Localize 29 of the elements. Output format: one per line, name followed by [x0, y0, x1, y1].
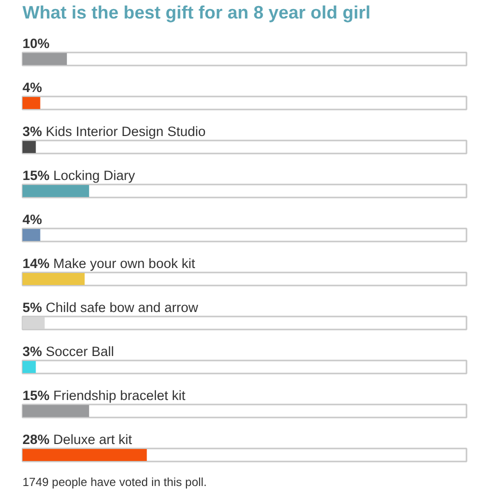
bar: [22, 449, 147, 461]
bar: [22, 317, 45, 329]
bar: [22, 229, 40, 241]
text: 1749 people have voted in this poll.: [22, 476, 207, 489]
bar: [22, 405, 90, 417]
y-tick-label: Soccer Ball: [46, 344, 114, 359]
data-label: 10%: [22, 36, 50, 51]
y-tick-label: Kids Interior Design Studio: [46, 124, 206, 139]
data-label: 5%: [22, 300, 42, 315]
data-label: 4%: [22, 212, 42, 227]
y-tick-label: Friendship bracelet kit: [53, 388, 186, 403]
data-label: 14%: [22, 256, 50, 271]
data-label: 28%: [22, 432, 50, 447]
bar: [22, 141, 36, 153]
chart-title: What is the best gift for an 8 year old girl: [22, 2, 371, 22]
bar: [22, 273, 85, 285]
data-label: 15%: [22, 168, 50, 183]
data-label: 3%: [22, 344, 42, 359]
y-tick-label: Deluxe art kit: [53, 432, 132, 447]
bar: [22, 53, 67, 65]
data-label: 4%: [22, 80, 42, 95]
bar: [22, 361, 36, 373]
bar: [22, 185, 90, 197]
y-tick-label: Child safe bow and arrow: [46, 300, 198, 315]
data-label: 15%: [22, 388, 50, 403]
data-label: 3%: [22, 124, 42, 139]
y-tick-label: Locking Diary: [53, 168, 136, 183]
bar: [22, 97, 40, 109]
y-tick-label: Make your own book kit: [53, 256, 196, 271]
